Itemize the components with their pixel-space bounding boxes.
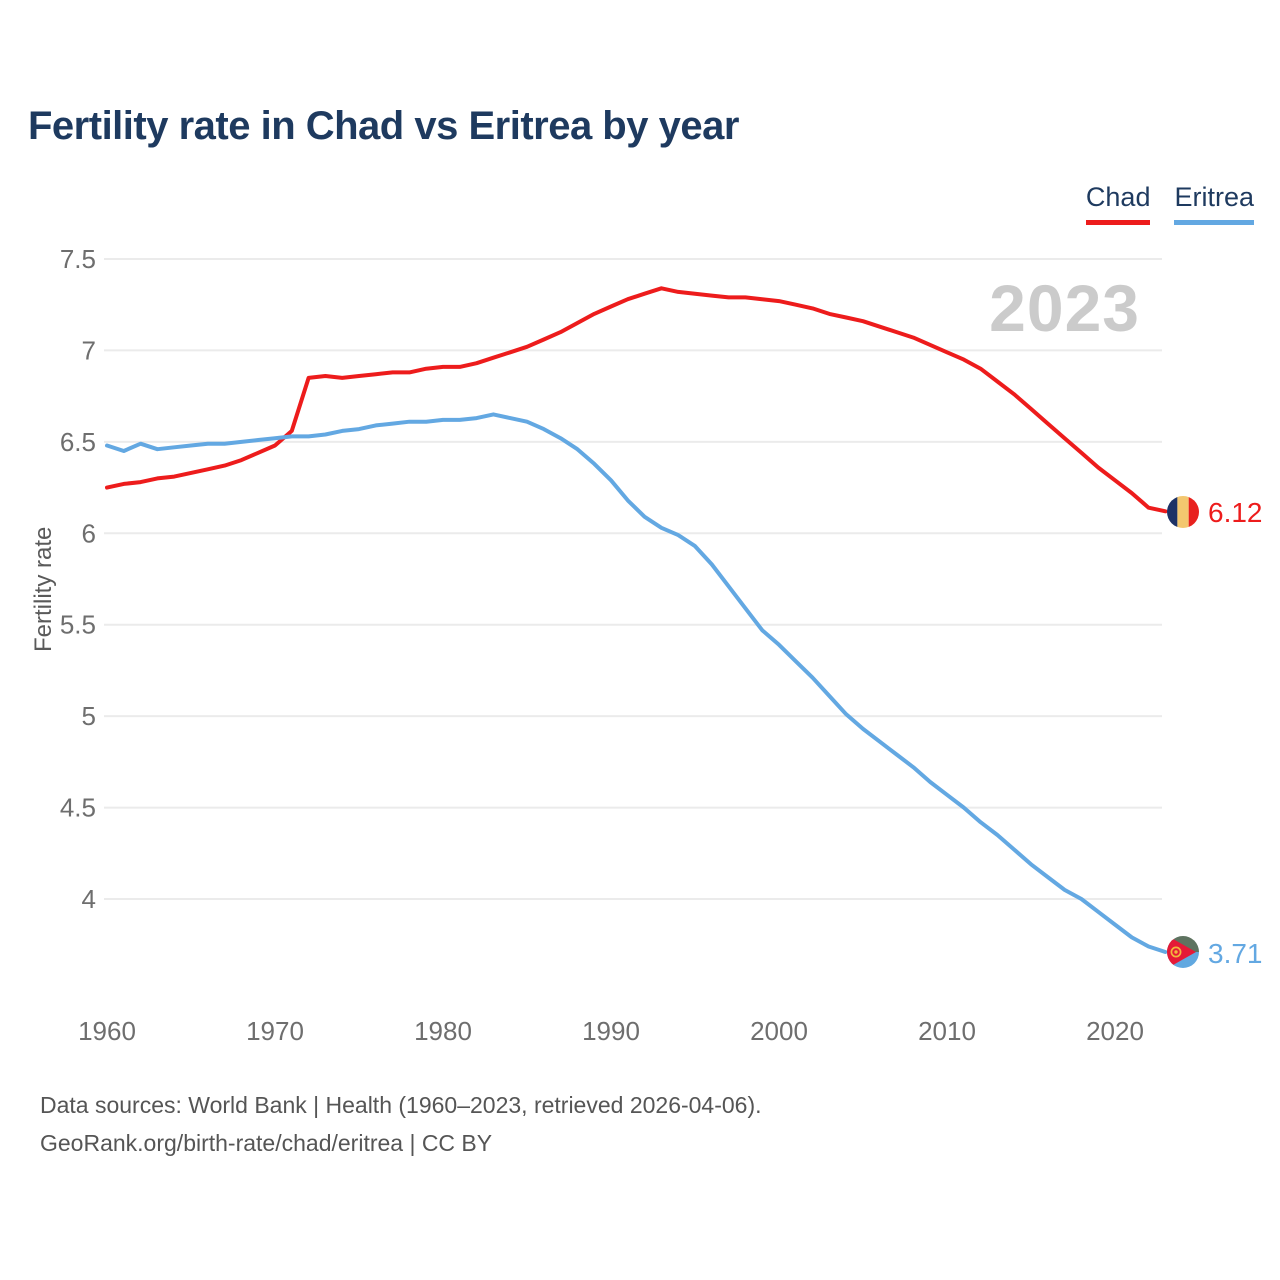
y-tick-label: 4 (82, 884, 96, 914)
x-tick-label: 2010 (918, 1016, 976, 1046)
chad-series-line (105, 286, 1168, 514)
chad-end-value: 6.12 (1208, 497, 1263, 528)
x-tick-label: 2000 (750, 1016, 808, 1046)
year-watermark: 2023 (989, 271, 1140, 345)
y-tick-label: 6.5 (60, 427, 96, 457)
legend-item-chad[interactable]: Chad (1085, 182, 1151, 225)
y-tick-label: 5 (82, 701, 96, 731)
footer-sources-line: Data sources: World Bank | Health (1960–… (40, 1092, 762, 1118)
y-tick-label: 6 (82, 518, 96, 548)
x-tick-label: 1980 (414, 1016, 472, 1046)
y-tick-label: 7.5 (60, 244, 96, 274)
eritrea-end-value: 3.71 (1208, 938, 1263, 969)
x-tick-label: 1960 (78, 1016, 136, 1046)
y-tick-label: 4.5 (60, 793, 96, 823)
footer: Data sources: World Bank | Health (1960–… (40, 1086, 762, 1162)
legend-item-eritrea[interactable]: Eritrea (1174, 182, 1254, 225)
eritrea-flag-icon (1166, 935, 1200, 969)
footer-attribution-line: GeoRank.org/birth-rate/chad/eritrea | CC… (40, 1130, 493, 1156)
x-tick-label: 1990 (582, 1016, 640, 1046)
y-tick-label: 7 (82, 335, 96, 365)
chad-flag-icon (1166, 495, 1200, 529)
x-tick-label: 1970 (246, 1016, 304, 1046)
eritrea-series-line (105, 412, 1168, 954)
page-title: Fertility rate in Chad vs Eritrea by yea… (28, 104, 739, 148)
legend: Chad Eritrea (1085, 182, 1254, 225)
x-tick-label: 2020 (1086, 1016, 1144, 1046)
y-tick-label: 5.5 (60, 610, 96, 640)
